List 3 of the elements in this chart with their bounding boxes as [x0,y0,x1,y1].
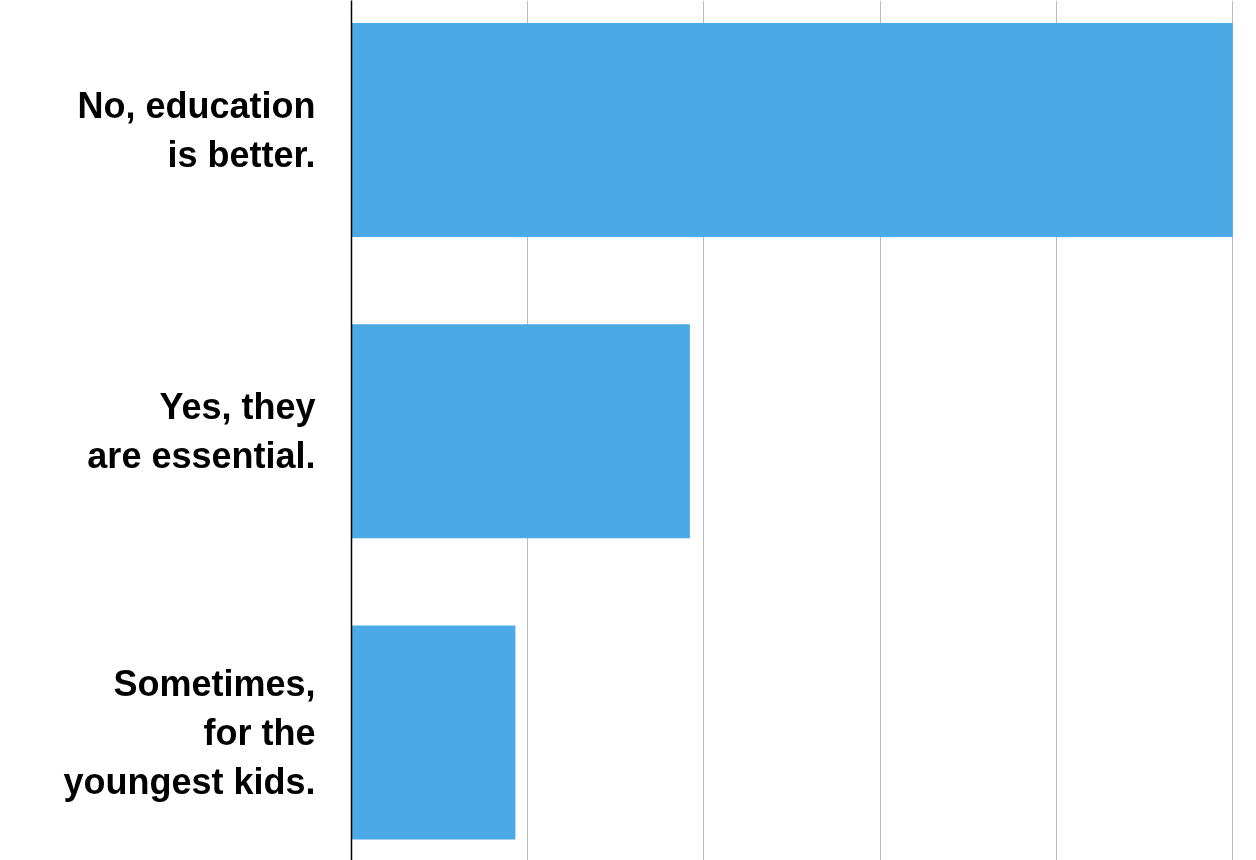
y-tick-label: No, education is better. [77,84,316,176]
y-tick-label: Sometimes, for the youngest kids. [63,662,316,803]
y-tick-label: Yes, they are essential. [87,386,316,477]
